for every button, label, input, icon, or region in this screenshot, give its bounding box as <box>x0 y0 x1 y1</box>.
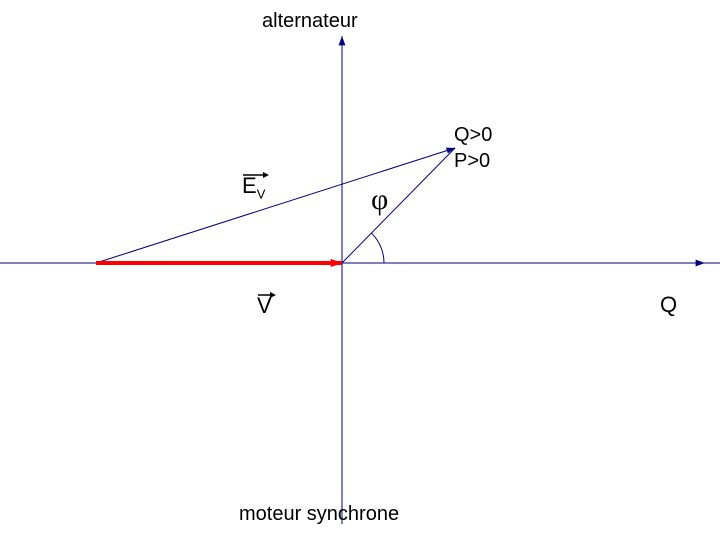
label-v-vector: V <box>257 290 277 319</box>
label-ev-vector: EV <box>242 170 270 201</box>
label-phi: φ <box>371 183 388 217</box>
label-alternateur: alternateur <box>262 10 358 33</box>
phasor-diagram <box>0 0 720 540</box>
label-moteur-synchrone: moteur synchrone <box>239 503 399 526</box>
label-quadrant: Q>0 P>0 <box>454 122 492 174</box>
label-q-axis: Q <box>660 292 677 318</box>
